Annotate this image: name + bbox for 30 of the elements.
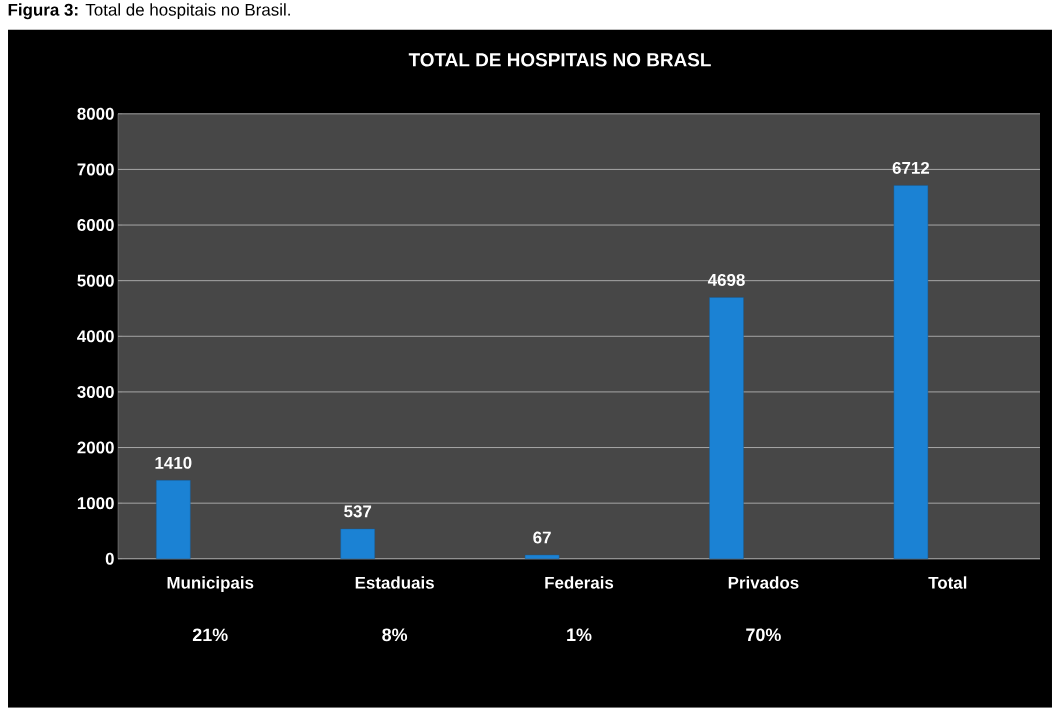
- data-label: 1410: [155, 456, 192, 469]
- data-label: 67: [533, 531, 551, 544]
- y-tick-label: 8000: [77, 107, 114, 120]
- data-label: 6712: [892, 162, 930, 175]
- bar: [893, 185, 929, 560]
- data-label: 4698: [707, 274, 745, 287]
- bar: [709, 297, 744, 560]
- y-tick-label: 7000: [77, 163, 114, 176]
- text: 1%: [567, 628, 592, 642]
- y-tick-label: 0: [105, 552, 114, 565]
- text: Figura 3: Total de hospitais no Brasil.: [8, 3, 290, 20]
- x-tick-label: Privados: [728, 576, 799, 589]
- x-tick-label: Federais: [545, 576, 614, 589]
- y-tick-label: 4000: [77, 330, 114, 343]
- chart-title: TOTAL DE HOSPITAIS NO BRASL: [408, 53, 711, 67]
- data-label: 537: [344, 505, 372, 518]
- text: 70%: [746, 628, 781, 642]
- text: 8%: [382, 628, 408, 642]
- y-tick-label: 2000: [77, 441, 114, 454]
- x-tick-label: Municipais: [167, 576, 254, 593]
- bar: [524, 554, 560, 560]
- bar: [340, 528, 375, 560]
- y-tick-label: 5000: [77, 274, 114, 287]
- x-tick-label: Total: [928, 576, 967, 589]
- text: 21%: [192, 628, 228, 642]
- y-tick-label: 6000: [77, 219, 114, 232]
- bar: [156, 480, 191, 560]
- x-tick-label: Estaduais: [355, 576, 434, 589]
- y-tick-label: 1000: [77, 497, 114, 510]
- y-tick-label: 3000: [77, 386, 114, 399]
